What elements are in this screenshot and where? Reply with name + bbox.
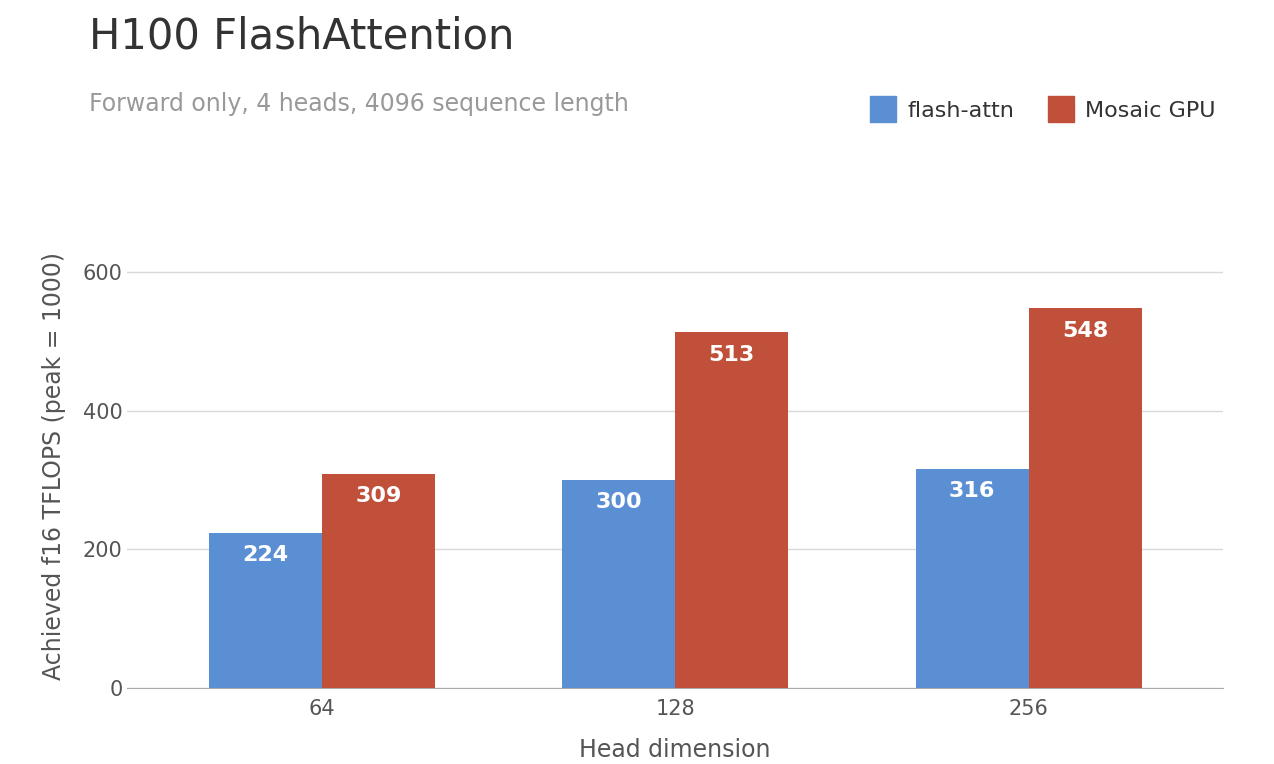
Bar	[562, 480, 675, 688]
Text: Forward only, 4 heads, 4096 sequence length: Forward only, 4 heads, 4096 sequence len…	[89, 92, 629, 115]
Text: H100 FlashAttention: H100 FlashAttention	[89, 15, 515, 57]
X-axis label: Head dimension: Head dimension	[580, 738, 771, 762]
Text: 316: 316	[949, 481, 995, 501]
Bar	[209, 533, 322, 688]
Bar	[322, 474, 434, 688]
Text: 309: 309	[355, 486, 401, 506]
Text: 548: 548	[1063, 321, 1108, 341]
Y-axis label: Achieved f16 TFLOPS (peak = 1000): Achieved f16 TFLOPS (peak = 1000)	[42, 252, 66, 680]
Bar	[916, 469, 1028, 688]
Bar	[1028, 308, 1142, 688]
Legend: flash-attn, Mosaic GPU: flash-attn, Mosaic GPU	[861, 88, 1224, 131]
Text: 224: 224	[242, 545, 288, 565]
Text: 513: 513	[708, 345, 755, 365]
Text: 300: 300	[595, 492, 642, 513]
Bar	[675, 332, 789, 688]
